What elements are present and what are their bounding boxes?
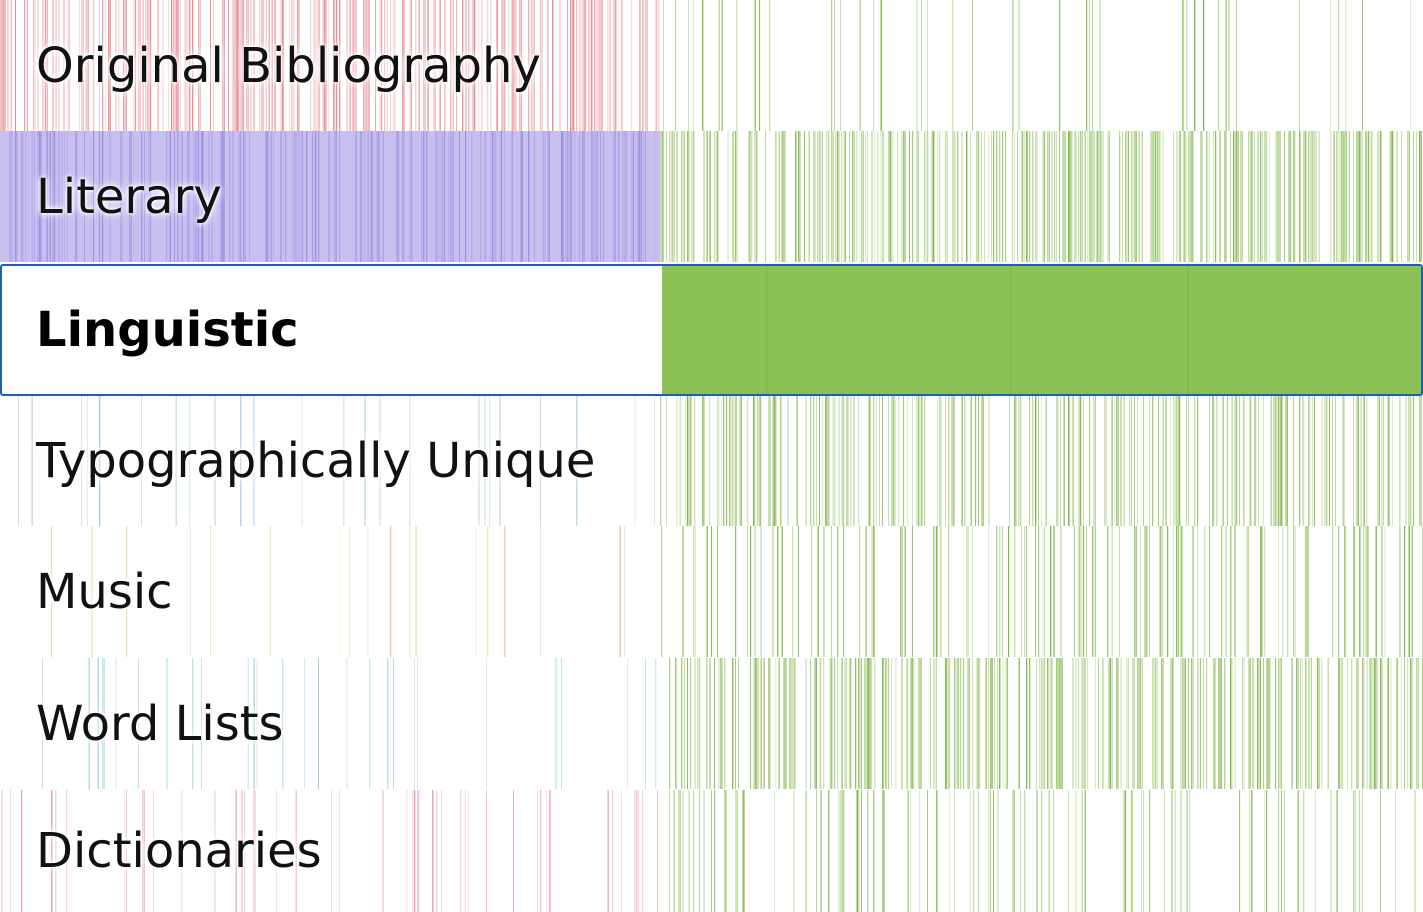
category-row-music[interactable]: Music [0, 526, 1423, 657]
stripe-pattern [1, 790, 658, 912]
row-left-stripes [0, 790, 660, 912]
category-label: Word Lists [36, 695, 284, 752]
row-left-stripes [0, 658, 660, 789]
stripe-pattern [51, 526, 625, 657]
category-label: Literary [36, 168, 222, 225]
category-row-dictionaries[interactable]: Dictionaries [0, 790, 1423, 912]
stripe-pattern [18, 395, 655, 526]
stripe-pattern [42, 658, 657, 789]
row-match-stripes [660, 0, 1423, 131]
row-match-stripes [660, 658, 1423, 789]
row-left-stripes [0, 395, 660, 526]
category-row-linguistic[interactable]: Linguistic [0, 264, 1423, 396]
stripe-pattern [661, 526, 1423, 657]
stripe-pattern [0, 0, 660, 131]
category-label: Linguistic [36, 302, 299, 358]
row-left-stripes [0, 526, 660, 657]
row-left-stripes [0, 0, 660, 131]
row-match-stripes [660, 131, 1423, 262]
category-row-literary[interactable]: Literary [0, 131, 1423, 262]
category-row-typographically-unique[interactable]: Typographically Unique [0, 395, 1423, 526]
stripe-pattern [669, 790, 1416, 912]
row-match-stripes [660, 395, 1423, 526]
category-row-word-lists[interactable]: Word Lists [0, 658, 1423, 789]
stripe-pattern [669, 658, 1423, 789]
category-label: Dictionaries [36, 823, 322, 879]
category-row-original-bibliography[interactable]: Original Bibliography [0, 0, 1423, 131]
category-label: Original Bibliography [36, 37, 541, 94]
stripe-pattern [662, 266, 1421, 394]
category-label: Typographically Unique [36, 432, 596, 489]
row-match-stripes [660, 526, 1423, 657]
category-label: Music [36, 563, 173, 620]
stripe-pattern [660, 395, 1422, 526]
row-match-stripes [662, 266, 1421, 394]
stripe-pattern [0, 131, 660, 262]
row-left-stripes [0, 131, 660, 262]
row-match-stripes [660, 790, 1423, 912]
stripe-pattern [663, 0, 1411, 131]
stripe-pattern [660, 131, 1422, 262]
